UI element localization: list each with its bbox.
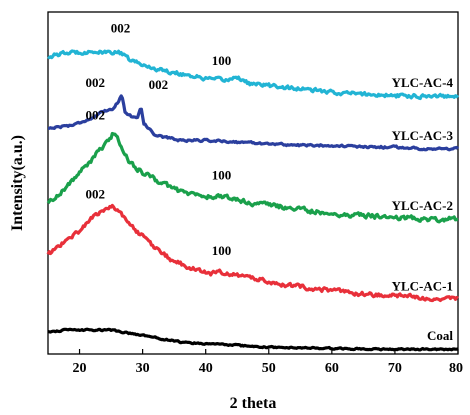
series-line-ylc-ac-2	[46, 131, 459, 224]
series-label: YLC-AC-3	[392, 128, 454, 143]
label-layer: 002 100 002 002 002 100 002 100 YLC-AC-4 YLC-AC-3…	[86, 21, 454, 344]
x-tick-label: 50	[262, 361, 276, 376]
series-line-ylc-ac-4	[47, 49, 460, 101]
x-ticks: 20 30 40 50 60 70 80	[73, 349, 463, 376]
x-tick-label: 20	[73, 361, 87, 376]
plot-frame	[47, 11, 459, 355]
x-tick-label: 30	[136, 361, 150, 376]
x-tick-label: 60	[325, 361, 339, 376]
series-line-ylc-ac-1	[46, 203, 459, 303]
series-label: YLC-AC-4	[392, 75, 454, 90]
peak-annotation: 002	[86, 75, 106, 90]
series-label: YLC-AC-2	[392, 198, 453, 213]
peak-annotation: 100	[212, 168, 232, 183]
series-layer	[46, 49, 460, 352]
peak-annotation: 100	[212, 243, 232, 258]
peak-annotation: 002	[86, 108, 106, 123]
series-label: Coal	[427, 328, 453, 343]
x-tick-label: 80	[449, 361, 463, 376]
peak-annotation: 002	[149, 77, 169, 92]
series-label: YLC-AC-1	[392, 278, 453, 293]
x-tick-label: 70	[388, 361, 402, 376]
peak-annotation: 100	[212, 53, 232, 68]
y-axis-label: Intensity(a.u.)	[9, 135, 26, 231]
peak-annotation: 002	[111, 21, 131, 36]
peak-annotation: 002	[86, 186, 106, 201]
series-line-ylc-ac-3	[47, 94, 460, 152]
x-tick-label: 40	[199, 361, 213, 376]
series-line-coal	[47, 327, 459, 352]
x-axis-label: 2 theta	[230, 395, 277, 412]
